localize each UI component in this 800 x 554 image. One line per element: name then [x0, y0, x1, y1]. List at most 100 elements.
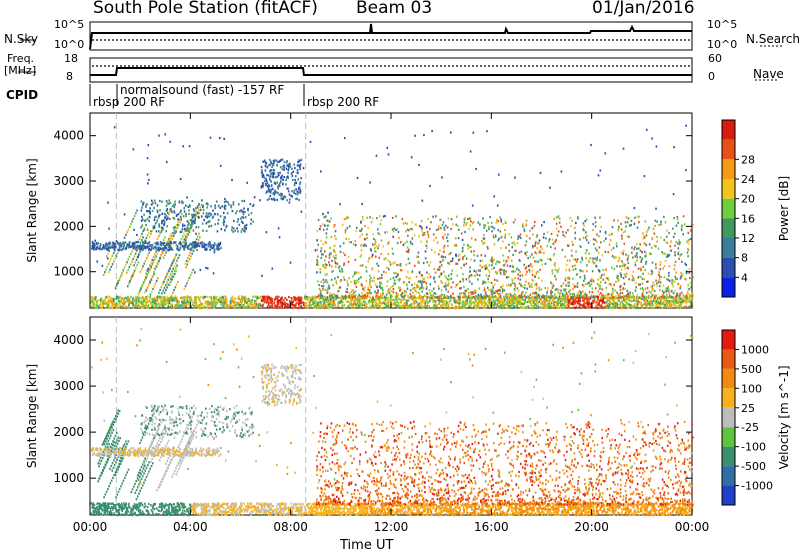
echo-cell	[447, 281, 450, 285]
echo-cell	[676, 218, 679, 221]
echo-cell	[348, 237, 350, 241]
echo-cell	[162, 243, 165, 247]
echo-cell	[273, 169, 276, 172]
echo-cell	[525, 266, 528, 269]
echo-cell	[205, 302, 207, 305]
echo-cell	[181, 225, 184, 228]
echo-cell	[643, 299, 646, 302]
echo-cell	[334, 259, 336, 263]
echo-cell	[163, 220, 165, 223]
echo-cell	[401, 303, 404, 306]
echo-cell	[547, 301, 549, 304]
echo-cell	[624, 263, 627, 266]
echo-cell	[396, 297, 399, 301]
echo-cell	[654, 295, 656, 298]
echo-cell	[689, 305, 692, 309]
echo-cell	[425, 305, 428, 308]
echo-cell	[581, 256, 583, 259]
echo-cell	[244, 227, 247, 231]
echo-cell	[355, 271, 358, 274]
echo-cell	[169, 240, 172, 244]
echo-cell	[364, 297, 366, 300]
echo-cell	[173, 265, 176, 268]
echo-cell	[421, 301, 424, 304]
echo-cell	[103, 302, 106, 305]
echo-cell	[175, 267, 177, 270]
echo-cell	[506, 300, 508, 304]
echo-cell	[142, 247, 145, 250]
echo-cell	[529, 300, 532, 303]
echo-cell	[596, 258, 598, 262]
echo-cell	[192, 220, 195, 223]
echo-cell	[682, 305, 685, 308]
echo-cell	[426, 230, 429, 233]
echo-cell	[191, 216, 194, 219]
echo-cell	[685, 272, 688, 275]
echo-cell	[385, 303, 387, 306]
echo-cell	[277, 303, 280, 306]
echo-cell	[412, 297, 414, 301]
echo-cell	[135, 258, 138, 261]
echo-cell	[640, 304, 642, 307]
echo-cell	[273, 198, 276, 201]
echo-cell	[111, 306, 114, 309]
echo-cell	[471, 302, 473, 305]
echo-cell	[374, 243, 376, 246]
echo-cell	[534, 283, 537, 286]
echo-cell	[425, 282, 428, 285]
echo-cell	[634, 216, 636, 219]
echo-cell	[141, 306, 143, 309]
echo-cell	[689, 282, 692, 285]
echo-cell	[174, 256, 176, 259]
echo-cell	[179, 296, 182, 300]
echo-cell	[610, 233, 613, 236]
echo-cell	[133, 242, 135, 245]
echo-cell	[158, 246, 161, 249]
echo-cell	[134, 246, 136, 249]
echo-cell	[189, 251, 192, 254]
echo-cell	[487, 300, 489, 303]
echo-cell	[670, 303, 672, 306]
echo-cell	[166, 281, 168, 284]
echo-cell	[598, 302, 601, 305]
echo-cell	[187, 229, 189, 233]
echo-cell	[465, 302, 468, 305]
echo-cell	[507, 283, 510, 286]
echo-cell	[653, 306, 656, 309]
echo-cell	[241, 300, 243, 303]
echo-cell	[645, 304, 648, 307]
echo-cell	[424, 305, 427, 308]
echo-cell	[250, 211, 253, 215]
echo-cell	[223, 206, 226, 209]
echo-cell	[655, 300, 657, 303]
echo-cell	[136, 249, 138, 253]
echo-cell	[153, 225, 155, 228]
echo-cell	[474, 295, 477, 299]
echo-cell	[121, 296, 124, 300]
echo-cell	[273, 298, 276, 302]
echo-cell	[134, 300, 136, 303]
echo-cell	[206, 206, 209, 209]
echo-cell	[354, 240, 356, 243]
echo-cell	[465, 262, 468, 265]
echo-cell	[603, 239, 605, 243]
echo-cell	[593, 243, 595, 246]
echo-cell	[146, 286, 149, 290]
echo-cell	[235, 301, 237, 304]
echo-cell	[487, 277, 489, 280]
echo-cell	[276, 301, 279, 304]
echo-cell	[513, 293, 516, 296]
echo-cell	[389, 297, 392, 300]
echo-cell	[385, 302, 387, 305]
echo-cell	[156, 300, 158, 303]
echo-cell	[493, 291, 496, 295]
echo-cell	[142, 300, 144, 303]
echo-cell	[658, 273, 660, 276]
echo-cell	[622, 303, 624, 306]
echo-cell	[593, 261, 596, 264]
echo-cell	[434, 215, 437, 218]
echo-cell	[596, 233, 598, 236]
echo-cell	[502, 306, 505, 309]
echo-cell	[499, 295, 502, 298]
echo-cell	[632, 306, 635, 309]
